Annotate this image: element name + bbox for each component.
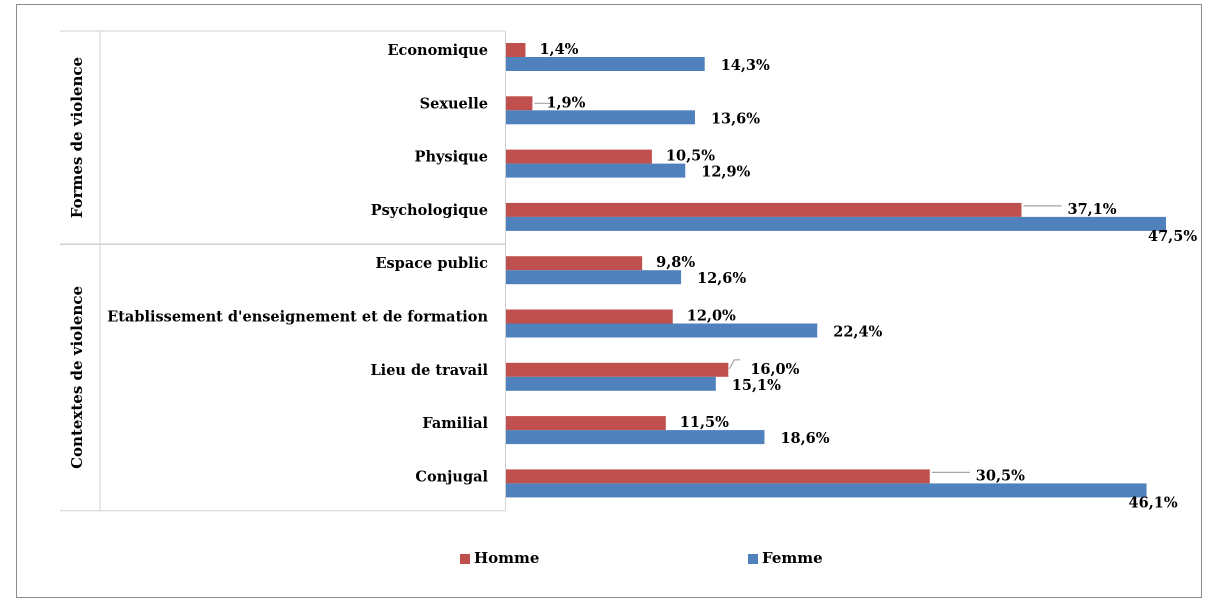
- data-label-femme: 46,1%: [1129, 494, 1178, 511]
- data-label-femme: 13,6%: [711, 110, 760, 127]
- bar-femme: [506, 483, 1147, 498]
- group-label: Contextes de violence: [68, 286, 86, 469]
- data-label-homme: 10,5%: [666, 148, 715, 165]
- bar-femme: [506, 163, 686, 178]
- data-label-homme: 16,0%: [750, 361, 799, 378]
- category-label: Sexuelle: [420, 95, 488, 112]
- data-label-homme: 1,9%: [546, 94, 585, 111]
- data-label-femme: 47,5%: [1148, 228, 1197, 245]
- data-label-homme: 9,8%: [656, 254, 695, 271]
- bar-homme: [506, 416, 666, 431]
- legend-swatch: [460, 554, 470, 564]
- bar-femme: [506, 57, 705, 71]
- category-label: Etablissement d'enseignement et de forma…: [107, 309, 488, 326]
- legend-label: Homme: [474, 549, 539, 567]
- leader-line: [728, 359, 735, 370]
- bar-homme: [506, 256, 643, 271]
- bar-homme: [506, 469, 930, 484]
- data-label-femme: 12,6%: [697, 270, 746, 287]
- legend-swatch: [748, 554, 758, 564]
- data-label-femme: 15,1%: [732, 377, 781, 394]
- data-label-femme: 12,9%: [701, 164, 750, 181]
- bar-femme: [506, 376, 716, 391]
- bar-homme: [506, 96, 533, 111]
- bar-femme: [506, 216, 1166, 231]
- category-label: Espace public: [375, 255, 488, 272]
- category-label: Physique: [415, 149, 488, 166]
- bar-homme: [506, 362, 729, 377]
- bar-homme: [506, 309, 673, 324]
- data-label-homme: 37,1%: [1067, 201, 1116, 218]
- bar-femme: [506, 270, 682, 285]
- data-label-homme: 30,5%: [976, 467, 1025, 484]
- bar-homme: [506, 202, 1022, 217]
- data-label-homme: 1,4%: [539, 41, 578, 58]
- category-label: Conjugal: [415, 468, 488, 485]
- chart-frame: [16, 4, 1202, 598]
- bar-femme: [506, 110, 695, 125]
- data-label-femme: 22,4%: [833, 324, 882, 341]
- bar-femme: [506, 430, 765, 445]
- data-label-femme: 18,6%: [780, 430, 829, 447]
- category-label: Psychologique: [371, 202, 488, 219]
- category-label: Familial: [422, 415, 488, 432]
- bar-femme: [506, 323, 818, 338]
- legend-label: Femme: [762, 549, 823, 567]
- group-label: Formes de violence: [68, 57, 86, 218]
- data-label-homme: 11,5%: [680, 414, 729, 431]
- data-label-homme: 12,0%: [687, 308, 736, 325]
- category-label: Lieu de travail: [370, 362, 488, 379]
- category-label: Economique: [387, 42, 488, 59]
- bar-homme: [506, 149, 652, 164]
- bar-homme: [506, 43, 526, 57]
- data-label-femme: 14,3%: [721, 57, 770, 74]
